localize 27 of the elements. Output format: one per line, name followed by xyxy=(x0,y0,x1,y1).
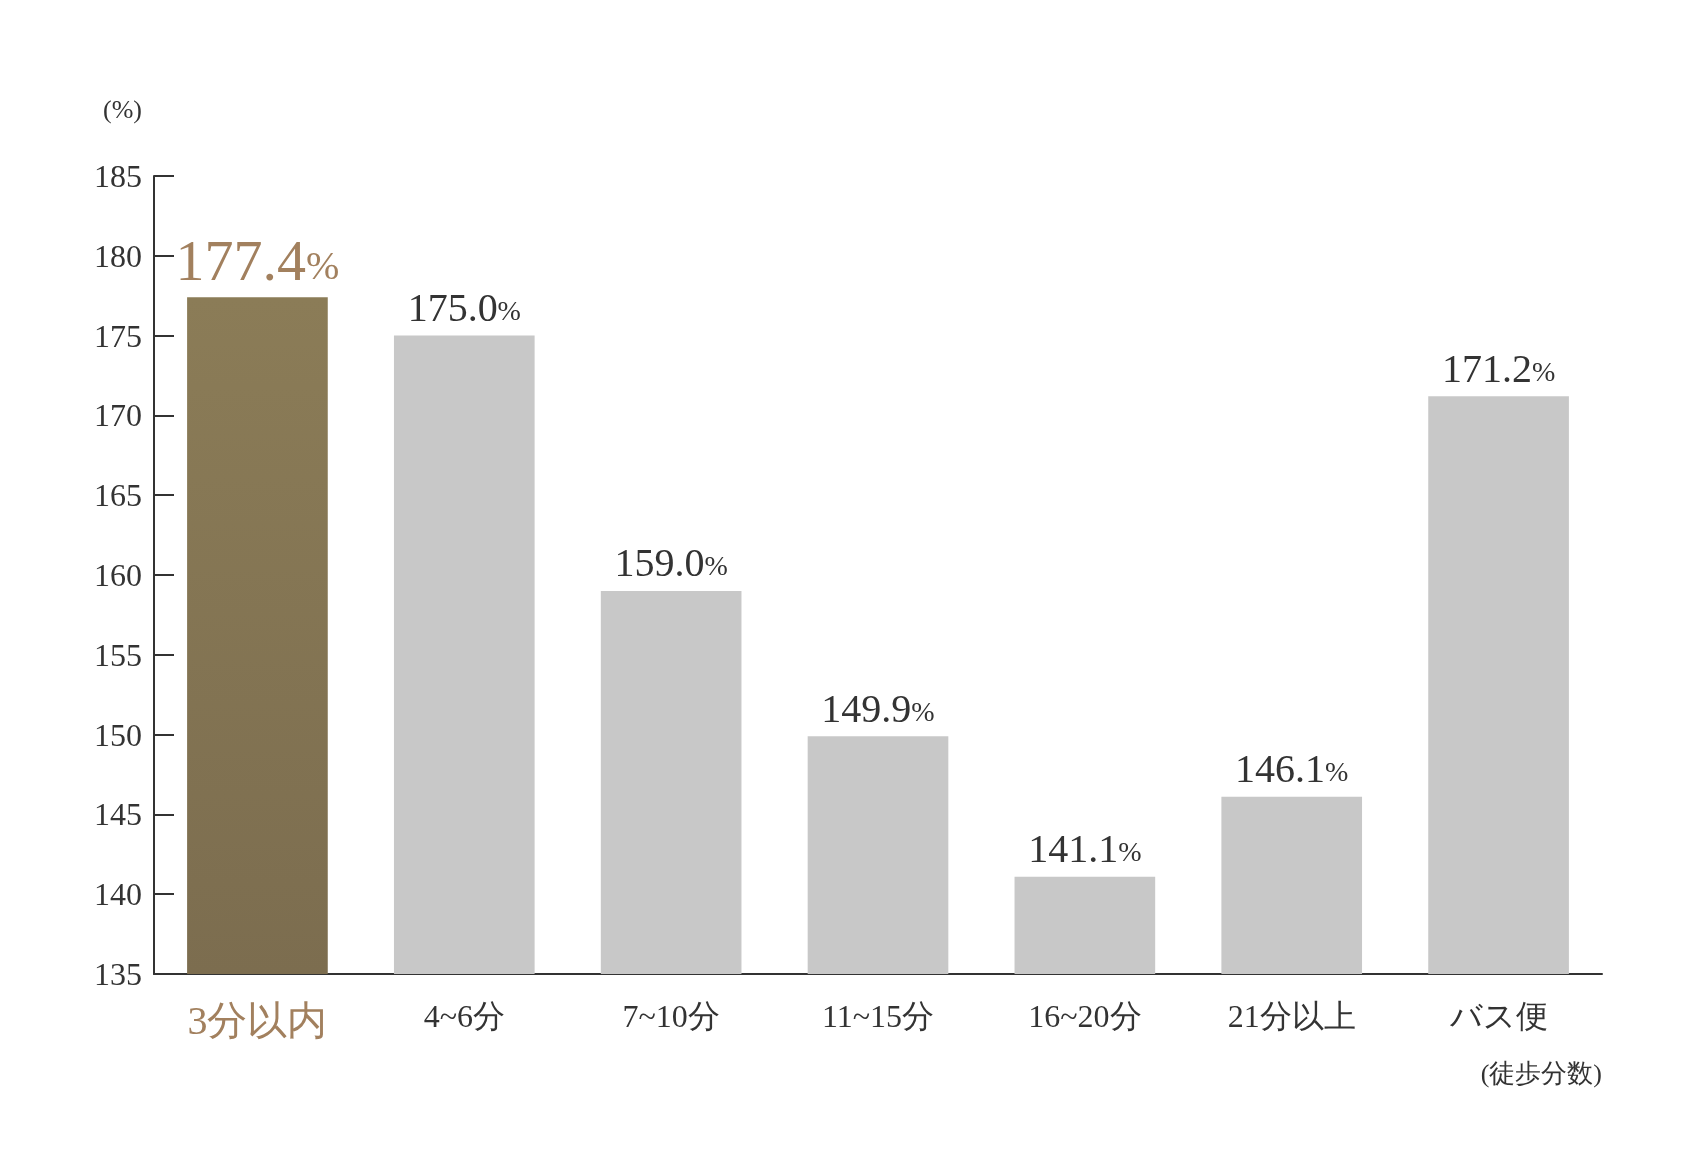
y-tick-label: 165 xyxy=(94,477,142,514)
data-label: 175.0% xyxy=(407,285,521,331)
data-label: 149.9% xyxy=(821,685,935,731)
y-tick-label: 155 xyxy=(94,636,142,673)
y-tick-label: 185 xyxy=(94,158,142,194)
data-label: 159.0% xyxy=(614,540,728,586)
y-tick-label: 145 xyxy=(94,796,142,833)
y-tick-label: 175 xyxy=(94,317,142,354)
data-label: 177.4% xyxy=(175,227,340,293)
x-tick-label: バス便 xyxy=(1448,998,1548,1034)
x-tick-label: 7~10分 xyxy=(622,998,720,1034)
x-tick-label: 4~6分 xyxy=(423,998,505,1034)
x-tick-label: 11~15分 xyxy=(821,998,935,1034)
y-axis-title: (%) xyxy=(103,94,142,124)
data-label: 146.1% xyxy=(1235,746,1349,792)
x-tick-label: 3分以内 xyxy=(187,997,328,1043)
data-label: 171.2% xyxy=(1441,345,1556,391)
data-label: 141.1% xyxy=(1028,826,1142,872)
y-tick-label: 140 xyxy=(94,876,142,913)
y-tick-label: 135 xyxy=(94,956,142,992)
y-tick-label: 180 xyxy=(94,237,142,274)
x-tick-label: 16~20分 xyxy=(1028,998,1142,1034)
y-tick-label: 160 xyxy=(94,557,142,593)
x-axis-title: (徒歩分数) xyxy=(1480,1058,1603,1088)
x-tick-label: 21分以上 xyxy=(1227,998,1356,1034)
y-tick-label: 170 xyxy=(94,397,142,434)
y-tick-label: 150 xyxy=(94,716,142,753)
